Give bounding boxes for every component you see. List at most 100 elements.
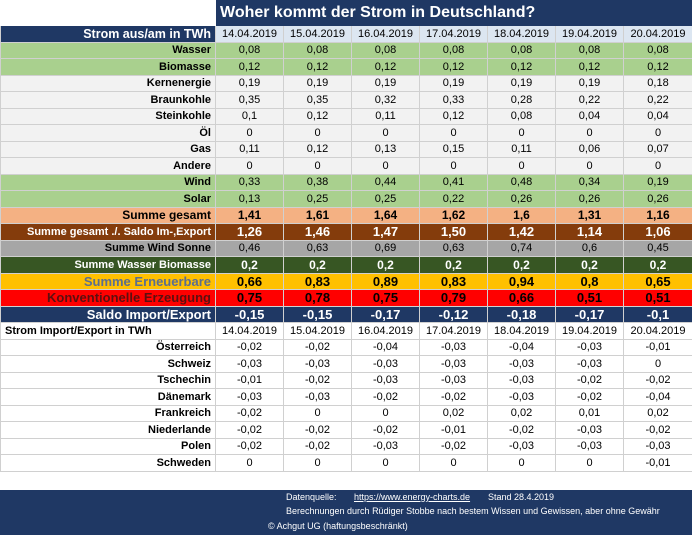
source-label: Datenquelle:: [286, 492, 337, 502]
cell: -0,03: [215, 388, 284, 406]
source-url[interactable]: https://www.energy-charts.de: [354, 492, 471, 502]
cell: 0: [623, 355, 692, 373]
cell: 0,13: [351, 140, 420, 158]
row-label: Polen: [0, 437, 216, 455]
data-row: Tschechin -0,01 -0,02 -0,03 -0,03 -0,03 -0,02-…: [0, 371, 692, 389]
cell: 0,75: [215, 289, 284, 307]
cell: 0,35: [283, 91, 352, 109]
row-label: Schweden: [0, 454, 216, 472]
cell: 0: [487, 454, 556, 472]
header-label: Strom Import/Export in TWh: [0, 322, 216, 340]
cell: 0,65: [623, 272, 692, 290]
cell: 0,12: [555, 58, 624, 76]
cell: 0,08: [555, 41, 624, 59]
cell: 0,08: [487, 41, 556, 59]
date-header: 15.04.2019: [283, 322, 352, 340]
cell: 0: [351, 157, 420, 175]
row-label: Steinkohle: [0, 107, 216, 125]
cell: 0: [623, 124, 692, 142]
data-row: Braunkohle 0,35 0,35 0,32 0,33 0,28 0,22 0,22: [0, 91, 692, 109]
cell: 0,12: [419, 58, 488, 76]
cell: 0,25: [351, 190, 420, 208]
cell: -0,03: [487, 371, 556, 389]
cell: 1,64: [351, 206, 420, 224]
cell: 1,14: [555, 223, 624, 241]
cell: 0,2: [487, 256, 556, 274]
cell: 0,04: [623, 107, 692, 125]
cell: 0,18: [623, 74, 692, 92]
cell: -0,03: [283, 355, 352, 373]
data-row: Summe Wasser Biomasse 0,2 0,2 0,2 0,2 0,2 0,2 0…: [0, 256, 692, 274]
cell: -0,02: [215, 421, 284, 439]
cell: 0,75: [351, 289, 420, 307]
cell: 0,02: [623, 404, 692, 422]
row-label: Summe Wind Sonne: [0, 239, 216, 257]
cell: -0,03: [419, 371, 488, 389]
cell: 0,79: [419, 289, 488, 307]
data-row: Wind 0,33 0,38 0,44 0,41 0,48 0,34 0,19: [0, 173, 692, 191]
cell: -0,12: [419, 305, 488, 323]
cell: 0,08: [351, 41, 420, 59]
cell: 0,63: [419, 239, 488, 257]
cell: 0,74: [487, 239, 556, 257]
cell: 0,02: [419, 404, 488, 422]
cell: -0,03: [555, 355, 624, 373]
date-header: 18.04.2019: [487, 25, 556, 43]
cell: -0,1: [623, 305, 692, 323]
cell: 0,11: [487, 140, 556, 158]
cell: 0,12: [283, 58, 352, 76]
cell: -0,02: [623, 371, 692, 389]
cell: -0,02: [351, 421, 420, 439]
row-label: Summe gesamt ./. Saldo Im-,Export: [0, 223, 216, 241]
cell: 0,12: [419, 107, 488, 125]
row-label: Wasser: [0, 41, 216, 59]
cell: 1,06: [623, 223, 692, 241]
data-row: Summe gesamt 1,41 1,61 1,64 1,62 1,6 1,31 1,16: [0, 206, 692, 224]
cell: 1,62: [419, 206, 488, 224]
data-row: Dänemark -0,03 -0,03 -0,02 -0,02 -0,03 -0,02 -0…: [0, 388, 692, 406]
row-label: Biomasse: [0, 58, 216, 76]
data-row: Solar 0,13 0,25 0,25 0,22 0,26 0,26 0,26: [0, 190, 692, 208]
cell: 0,08: [487, 107, 556, 125]
cell: 0,25: [283, 190, 352, 208]
cell: -0,04: [623, 388, 692, 406]
cell: -0,01: [215, 371, 284, 389]
cell: -0,03: [555, 421, 624, 439]
cell: 0: [555, 157, 624, 175]
cell: 1,46: [283, 223, 352, 241]
cell: 1,50: [419, 223, 488, 241]
header-label: Strom aus/am in TWh: [0, 25, 216, 43]
cell: 0,41: [419, 173, 488, 191]
row-label: Österreich: [0, 338, 216, 356]
cell: 0,02: [487, 404, 556, 422]
cell: -0,02: [215, 437, 284, 455]
cell: 1,31: [555, 206, 624, 224]
data-row: Andere 0 0 0 0 0 0 0: [0, 157, 692, 175]
cell: -0,02: [283, 421, 352, 439]
date-header: 15.04.2019: [283, 25, 352, 43]
cell: -0,03: [623, 437, 692, 455]
cell: -0,03: [487, 437, 556, 455]
cell: -0,15: [215, 305, 284, 323]
cell: 0,13: [215, 190, 284, 208]
date-header: 20.04.2019: [623, 25, 692, 43]
data-row: Saldo Import/Export -0,15 -0,15 -0,17 -0,12-…: [0, 305, 692, 323]
row-label: Frankreich: [0, 404, 216, 422]
cell: 0,22: [419, 190, 488, 208]
cell: 0: [419, 124, 488, 142]
cell: -0,01: [623, 454, 692, 472]
data-row: Polen -0,02 -0,02 -0,03 -0,02 -0,03 -0,03 -0,03: [0, 437, 692, 455]
row-label: Summe Wasser Biomasse: [0, 256, 216, 274]
data-row: Wasser 0,08 0,08 0,08 0,08 0,08 0,08 0,08: [0, 41, 692, 59]
cell: -0,03: [555, 338, 624, 356]
cell: -0,02: [215, 404, 284, 422]
row-label: Niederlande: [0, 421, 216, 439]
cell: -0,02: [555, 371, 624, 389]
cell: -0,17: [555, 305, 624, 323]
cell: 0,2: [351, 256, 420, 274]
cell: 0,08: [215, 41, 284, 59]
cell: 0: [283, 157, 352, 175]
data-row: Frankreich -0,02 0 0 0,02 0,02 0,01 0,02: [0, 404, 692, 422]
cell: 0,48: [487, 173, 556, 191]
